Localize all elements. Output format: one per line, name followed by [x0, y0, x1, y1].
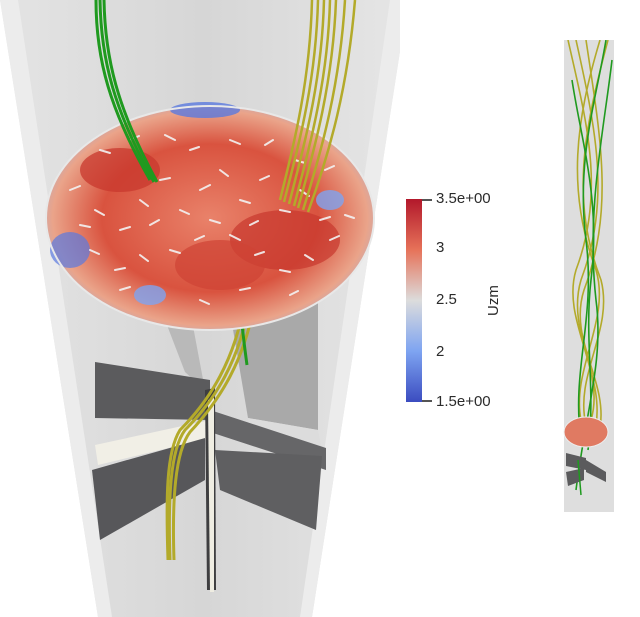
tick-label-3: 3: [436, 239, 445, 256]
tick-label-2: 2: [436, 343, 445, 360]
tick-mark-0: [422, 199, 432, 201]
colorbar: [406, 199, 422, 402]
tick-mark-4: [422, 400, 432, 402]
overview-3d-view[interactable]: [556, 40, 626, 515]
tick-label-max: 3.5e+00: [436, 190, 491, 207]
colorbar-title: Uzm: [485, 285, 502, 316]
streamlines-green-upper: [94, 0, 159, 183]
tick-label-min: 1.5e+00: [436, 393, 491, 410]
overview-disc: [564, 417, 608, 447]
colorbar-legend: 3.5e+00 3 2.5 2 1.5e+00 Uzm: [400, 185, 530, 415]
baffle-assembly: [92, 300, 326, 592]
streamlines-yellow-upper: [278, 0, 357, 213]
streamlines-yellow-lower: [165, 299, 257, 561]
tick-label-2-5: 2.5: [436, 291, 457, 308]
cone-left-edge: [0, 0, 112, 617]
velocity-disc: [45, 102, 375, 331]
main-3d-view[interactable]: [0, 0, 400, 617]
